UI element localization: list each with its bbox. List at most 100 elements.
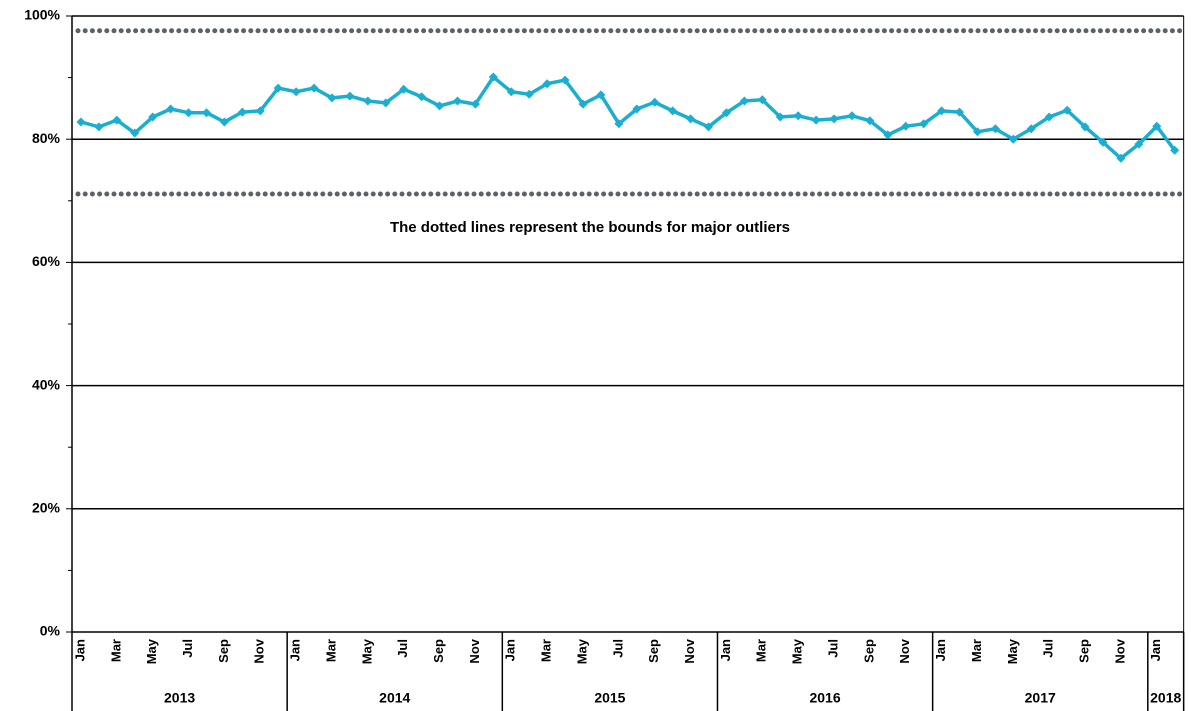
x-tick-label: Jan xyxy=(503,639,518,661)
marker xyxy=(130,128,140,138)
marker xyxy=(1116,153,1126,163)
x-tick-label: Jul xyxy=(610,639,625,658)
marker xyxy=(650,97,660,107)
marker xyxy=(345,91,355,101)
marker xyxy=(596,90,606,100)
marker xyxy=(739,96,749,106)
marker xyxy=(865,116,875,126)
marker xyxy=(847,111,857,121)
x-tick-label: Nov xyxy=(682,638,697,663)
marker xyxy=(309,83,319,93)
y-tick-label: 80% xyxy=(32,130,61,146)
x-tick-label: Mar xyxy=(754,639,769,662)
x-tick-label: May xyxy=(359,638,374,664)
marker xyxy=(811,115,821,125)
marker xyxy=(327,93,337,103)
marker xyxy=(955,107,965,117)
y-tick-label: 40% xyxy=(32,376,61,392)
x-tick-label: Nov xyxy=(467,638,482,663)
marker xyxy=(793,111,803,121)
x-tick-label: Jul xyxy=(180,639,195,658)
marker xyxy=(704,122,714,132)
y-tick-label: 0% xyxy=(40,623,61,639)
marker xyxy=(1080,122,1090,132)
marker xyxy=(363,96,373,106)
y-tick-label: 20% xyxy=(32,500,61,516)
x-tick-label: May xyxy=(574,638,589,664)
x-tick-label: Jul xyxy=(825,639,840,658)
x-tick-label: Sep xyxy=(861,639,876,663)
marker xyxy=(1062,105,1072,115)
marker xyxy=(1152,121,1162,131)
year-label: 2016 xyxy=(809,690,840,706)
marker xyxy=(686,114,696,124)
marker xyxy=(542,79,552,89)
marker xyxy=(237,107,247,117)
x-tick-label: Sep xyxy=(1076,639,1091,663)
x-tick-label: Sep xyxy=(646,639,661,663)
marker xyxy=(452,96,462,106)
marker xyxy=(94,122,104,132)
year-label: 2015 xyxy=(594,690,625,706)
marker xyxy=(901,121,911,131)
series-line xyxy=(80,75,1177,161)
y-tick-label: 100% xyxy=(24,7,60,23)
marker xyxy=(291,87,301,97)
marker xyxy=(76,117,86,127)
x-tick-label: May xyxy=(144,638,159,664)
x-tick-label: Nov xyxy=(1112,638,1127,663)
marker xyxy=(417,92,427,102)
marker xyxy=(255,106,265,116)
x-tick-label: Mar xyxy=(539,639,554,662)
marker xyxy=(112,115,122,125)
marker xyxy=(506,87,516,97)
marker xyxy=(470,99,480,109)
marker xyxy=(184,108,194,118)
marker xyxy=(148,112,158,122)
marker xyxy=(166,104,176,114)
x-tick-label: Mar xyxy=(108,639,123,662)
x-tick-label: Mar xyxy=(323,639,338,662)
marker xyxy=(1134,139,1144,149)
x-tick-label: Jan xyxy=(1148,639,1163,661)
year-label: 2013 xyxy=(164,690,195,706)
x-tick-label: Sep xyxy=(431,639,446,663)
marker xyxy=(972,127,982,137)
x-tick-label: Nov xyxy=(252,638,267,663)
marker xyxy=(1044,112,1054,122)
marker xyxy=(1170,145,1180,155)
x-tick-label: May xyxy=(1005,638,1020,664)
marker xyxy=(775,112,785,122)
marker xyxy=(757,95,767,105)
marker xyxy=(829,114,839,124)
marker xyxy=(435,101,445,111)
x-tick-label: Nov xyxy=(897,638,912,663)
x-tick-label: Jul xyxy=(1041,639,1056,658)
year-label: 2014 xyxy=(379,690,410,706)
marker xyxy=(381,98,391,108)
year-label: 2018 xyxy=(1150,690,1181,706)
marker xyxy=(399,84,409,94)
marker xyxy=(524,89,534,99)
marker xyxy=(578,99,588,109)
x-tick-label: Jan xyxy=(288,639,303,661)
x-tick-label: Jan xyxy=(933,639,948,661)
x-tick-label: Jul xyxy=(395,639,410,658)
marker xyxy=(632,104,642,114)
marker xyxy=(1098,137,1108,147)
annotation: The dotted lines represent the bounds fo… xyxy=(390,219,790,236)
x-tick-label: Sep xyxy=(216,639,231,663)
x-tick-label: May xyxy=(790,638,805,664)
x-tick-label: Mar xyxy=(969,639,984,662)
marker xyxy=(273,83,283,93)
marker xyxy=(488,72,498,82)
marker xyxy=(560,75,570,85)
marker xyxy=(937,106,947,116)
marker xyxy=(883,130,893,140)
x-tick-label: Jan xyxy=(72,639,87,661)
marker xyxy=(990,124,1000,134)
marker xyxy=(1008,134,1018,144)
y-tick-label: 60% xyxy=(32,253,61,269)
marker xyxy=(219,117,229,127)
